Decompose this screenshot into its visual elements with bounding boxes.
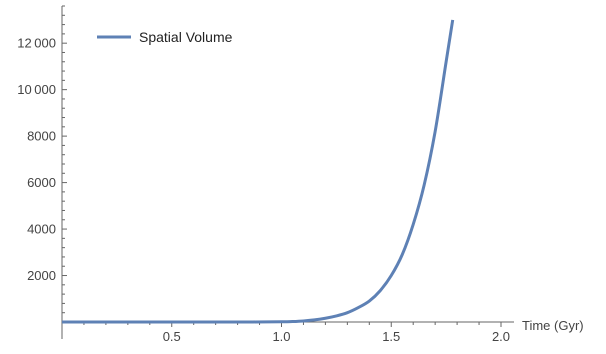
x-axis-title: Time (Gyr) (522, 318, 584, 333)
y-tick-label: 8000 (27, 129, 56, 144)
y-tick-label: 12 000 (17, 36, 56, 51)
x-tick-label: 1.0 (272, 329, 290, 344)
series-layer (62, 19, 455, 324)
series-line-spatial-volume (62, 19, 455, 324)
legend-label: Spatial Volume (139, 29, 233, 45)
x-tick-label: 0.5 (163, 329, 181, 344)
y-tick-label: 6000 (27, 175, 56, 190)
y-tick-label: 2000 (27, 268, 56, 283)
x-tick-label: 1.5 (382, 329, 400, 344)
legend: Spatial Volume (97, 29, 233, 45)
x-tick-label: 2.0 (492, 329, 510, 344)
tick-labels: 0.5 1.0 1.5 2.0 2000 4000 6000 8000 10 000 12 000 (17, 36, 510, 344)
y-tick-label: 10 000 (17, 82, 56, 97)
ticks (61, 5, 502, 327)
y-tick-label: 4000 (27, 222, 56, 237)
